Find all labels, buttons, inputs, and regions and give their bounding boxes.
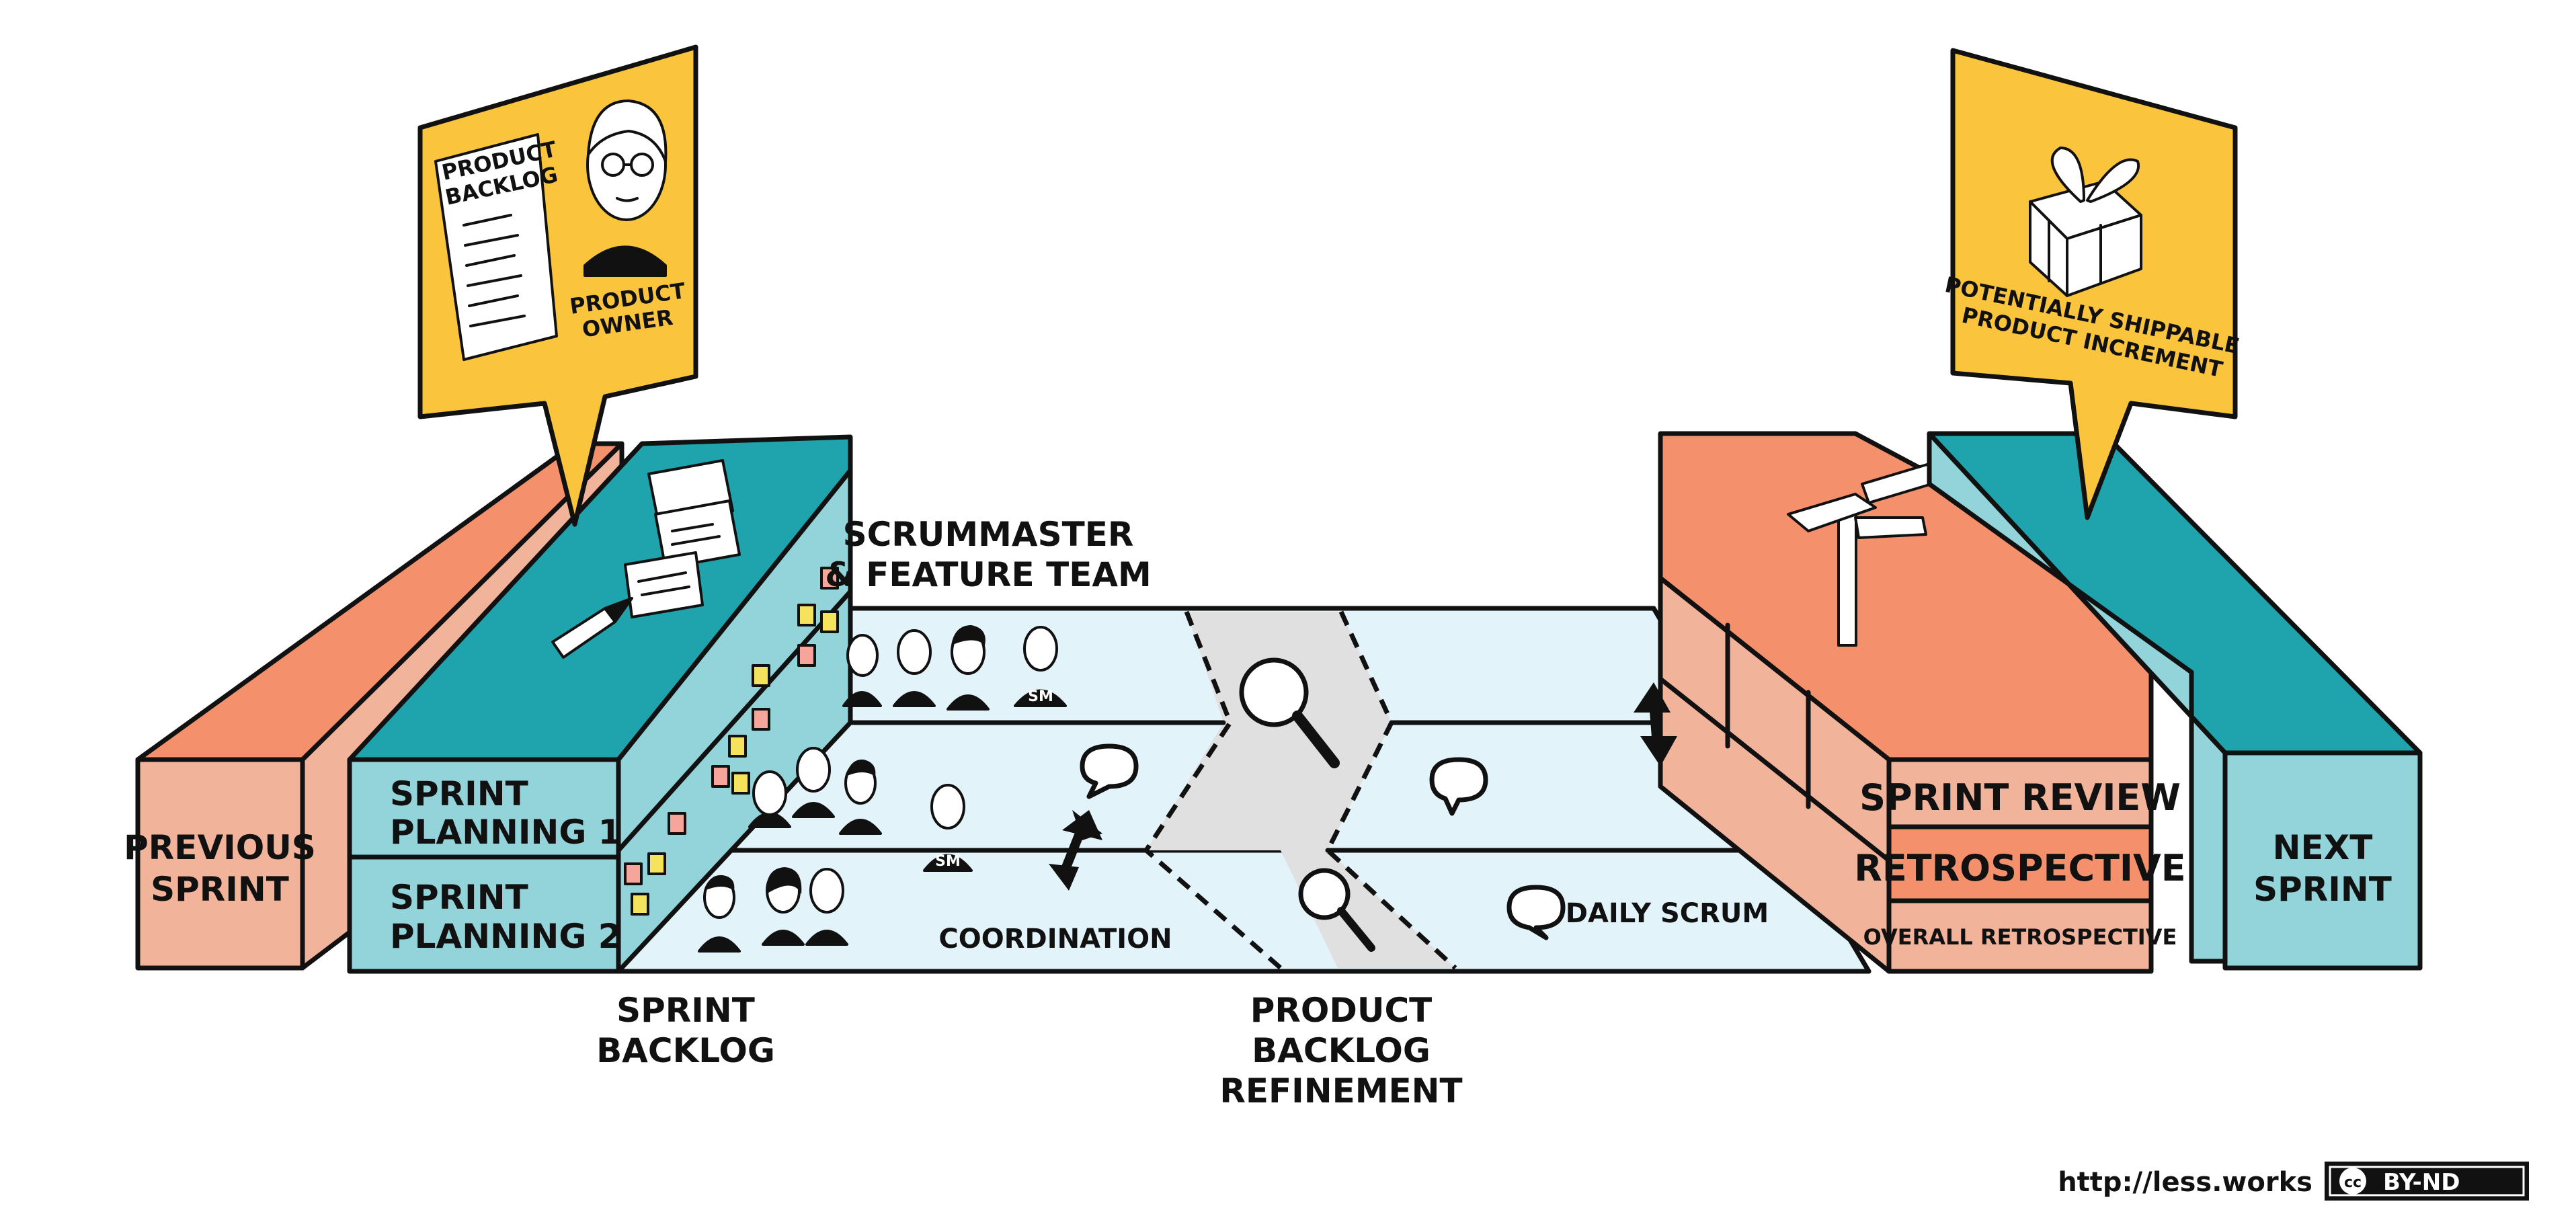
sprint-backlog-label-line1: SPRINT	[616, 991, 755, 1030]
next-sprint-label-line2: SPRINT	[2253, 870, 2392, 909]
backlog-sheet-lines	[462, 214, 526, 327]
cc-icon	[2339, 1168, 2366, 1195]
person-icon	[698, 875, 741, 953]
speech-bubble-icon	[1506, 885, 1566, 940]
double-arrow-icon	[1634, 682, 1677, 766]
person-icon	[792, 747, 835, 818]
sprint-planning-1-label-line2: PLANNING 1	[390, 813, 622, 852]
sprint-planning-1-label-line1: SPRINT	[390, 774, 528, 813]
scrummaster-label-line1: SCRUMMASTER	[843, 515, 1134, 554]
double-arrow-icon	[1049, 810, 1102, 891]
daily-scrum-label: DAILY SCRUM	[1566, 898, 1769, 929]
person-icon	[748, 770, 791, 828]
footer-url: http://less.works	[2058, 1167, 2312, 1198]
product-owner-callout: PRODUCT BACKLOG PRODUCT OWNER	[417, 44, 698, 527]
refinement-label-line2: BACKLOG	[1252, 1031, 1431, 1070]
next-sprint-block: NEXT SPRINT	[1927, 431, 2423, 971]
person-icon	[947, 625, 990, 711]
product-owner-avatar	[583, 99, 668, 277]
previous-sprint-label-line1: PREVIOUS	[124, 828, 316, 867]
scrummaster-label-line2: & FEATURE TEAM	[825, 555, 1152, 594]
magnifier-icon	[1298, 868, 1375, 952]
footer: http://less.works cc BY-ND	[2058, 1162, 2529, 1201]
sprint-backlog-label-line2: BACKLOG	[596, 1031, 775, 1070]
speech-bubble-icon	[1429, 757, 1488, 816]
overall-retrospective-label: OVERALL RETROSPECTIVE	[1863, 924, 2177, 950]
person-icon	[842, 634, 882, 707]
sprint-planning-block: SPRINT PLANNING 1 SPRINT PLANNING 2	[347, 434, 853, 974]
sprint-planning-2-label-line1: SPRINT	[390, 878, 528, 917]
planning-papers	[624, 459, 741, 618]
sprint-backlog-sticky-notes	[624, 567, 839, 916]
retrospective-label: RETROSPECTIVE	[1854, 847, 2185, 889]
sm-badge-label: SM	[935, 853, 961, 870]
marker-icon	[551, 597, 633, 659]
license-text: BY-ND	[2383, 1169, 2460, 1196]
sprint-review-label: SPRINT REVIEW	[1859, 776, 2181, 819]
sprint-review-block: SPRINT REVIEW RETROSPECTIVE OVERALL RETR…	[1658, 431, 2186, 974]
license-cc: cc	[2344, 1174, 2362, 1191]
refinement-band-borders	[1143, 610, 1457, 970]
refinement-label-line3: REFINEMENT	[1219, 1071, 1462, 1110]
next-sprint-label-line1: NEXT	[2273, 828, 2373, 867]
signpost-icon	[1787, 462, 1937, 647]
coordination-label: COORDINATION	[938, 924, 1172, 955]
previous-sprint-label-line2: SPRINT	[151, 870, 289, 909]
refinement-label-line1: PRODUCT	[1250, 991, 1433, 1030]
person-icon	[805, 868, 848, 946]
scrummaster-person-icon: SM	[923, 784, 973, 872]
sprint-planning-2-label-line2: PLANNING 2	[390, 917, 622, 956]
person-icon	[762, 867, 805, 946]
person-icon	[839, 759, 882, 835]
sm-badge-label: SM	[1028, 688, 1053, 705]
scrummaster-person-icon: SM	[1014, 626, 1067, 707]
magnifier-icon	[1239, 657, 1340, 768]
speech-bubble-icon	[1080, 743, 1139, 799]
person-icon	[893, 629, 936, 707]
team-people: SM SM	[698, 625, 1067, 953]
increment-callout: POTENTIALLY SHIPPABLE PRODUCT INCREMENT	[1943, 48, 2242, 520]
gift-icon	[2029, 147, 2142, 297]
